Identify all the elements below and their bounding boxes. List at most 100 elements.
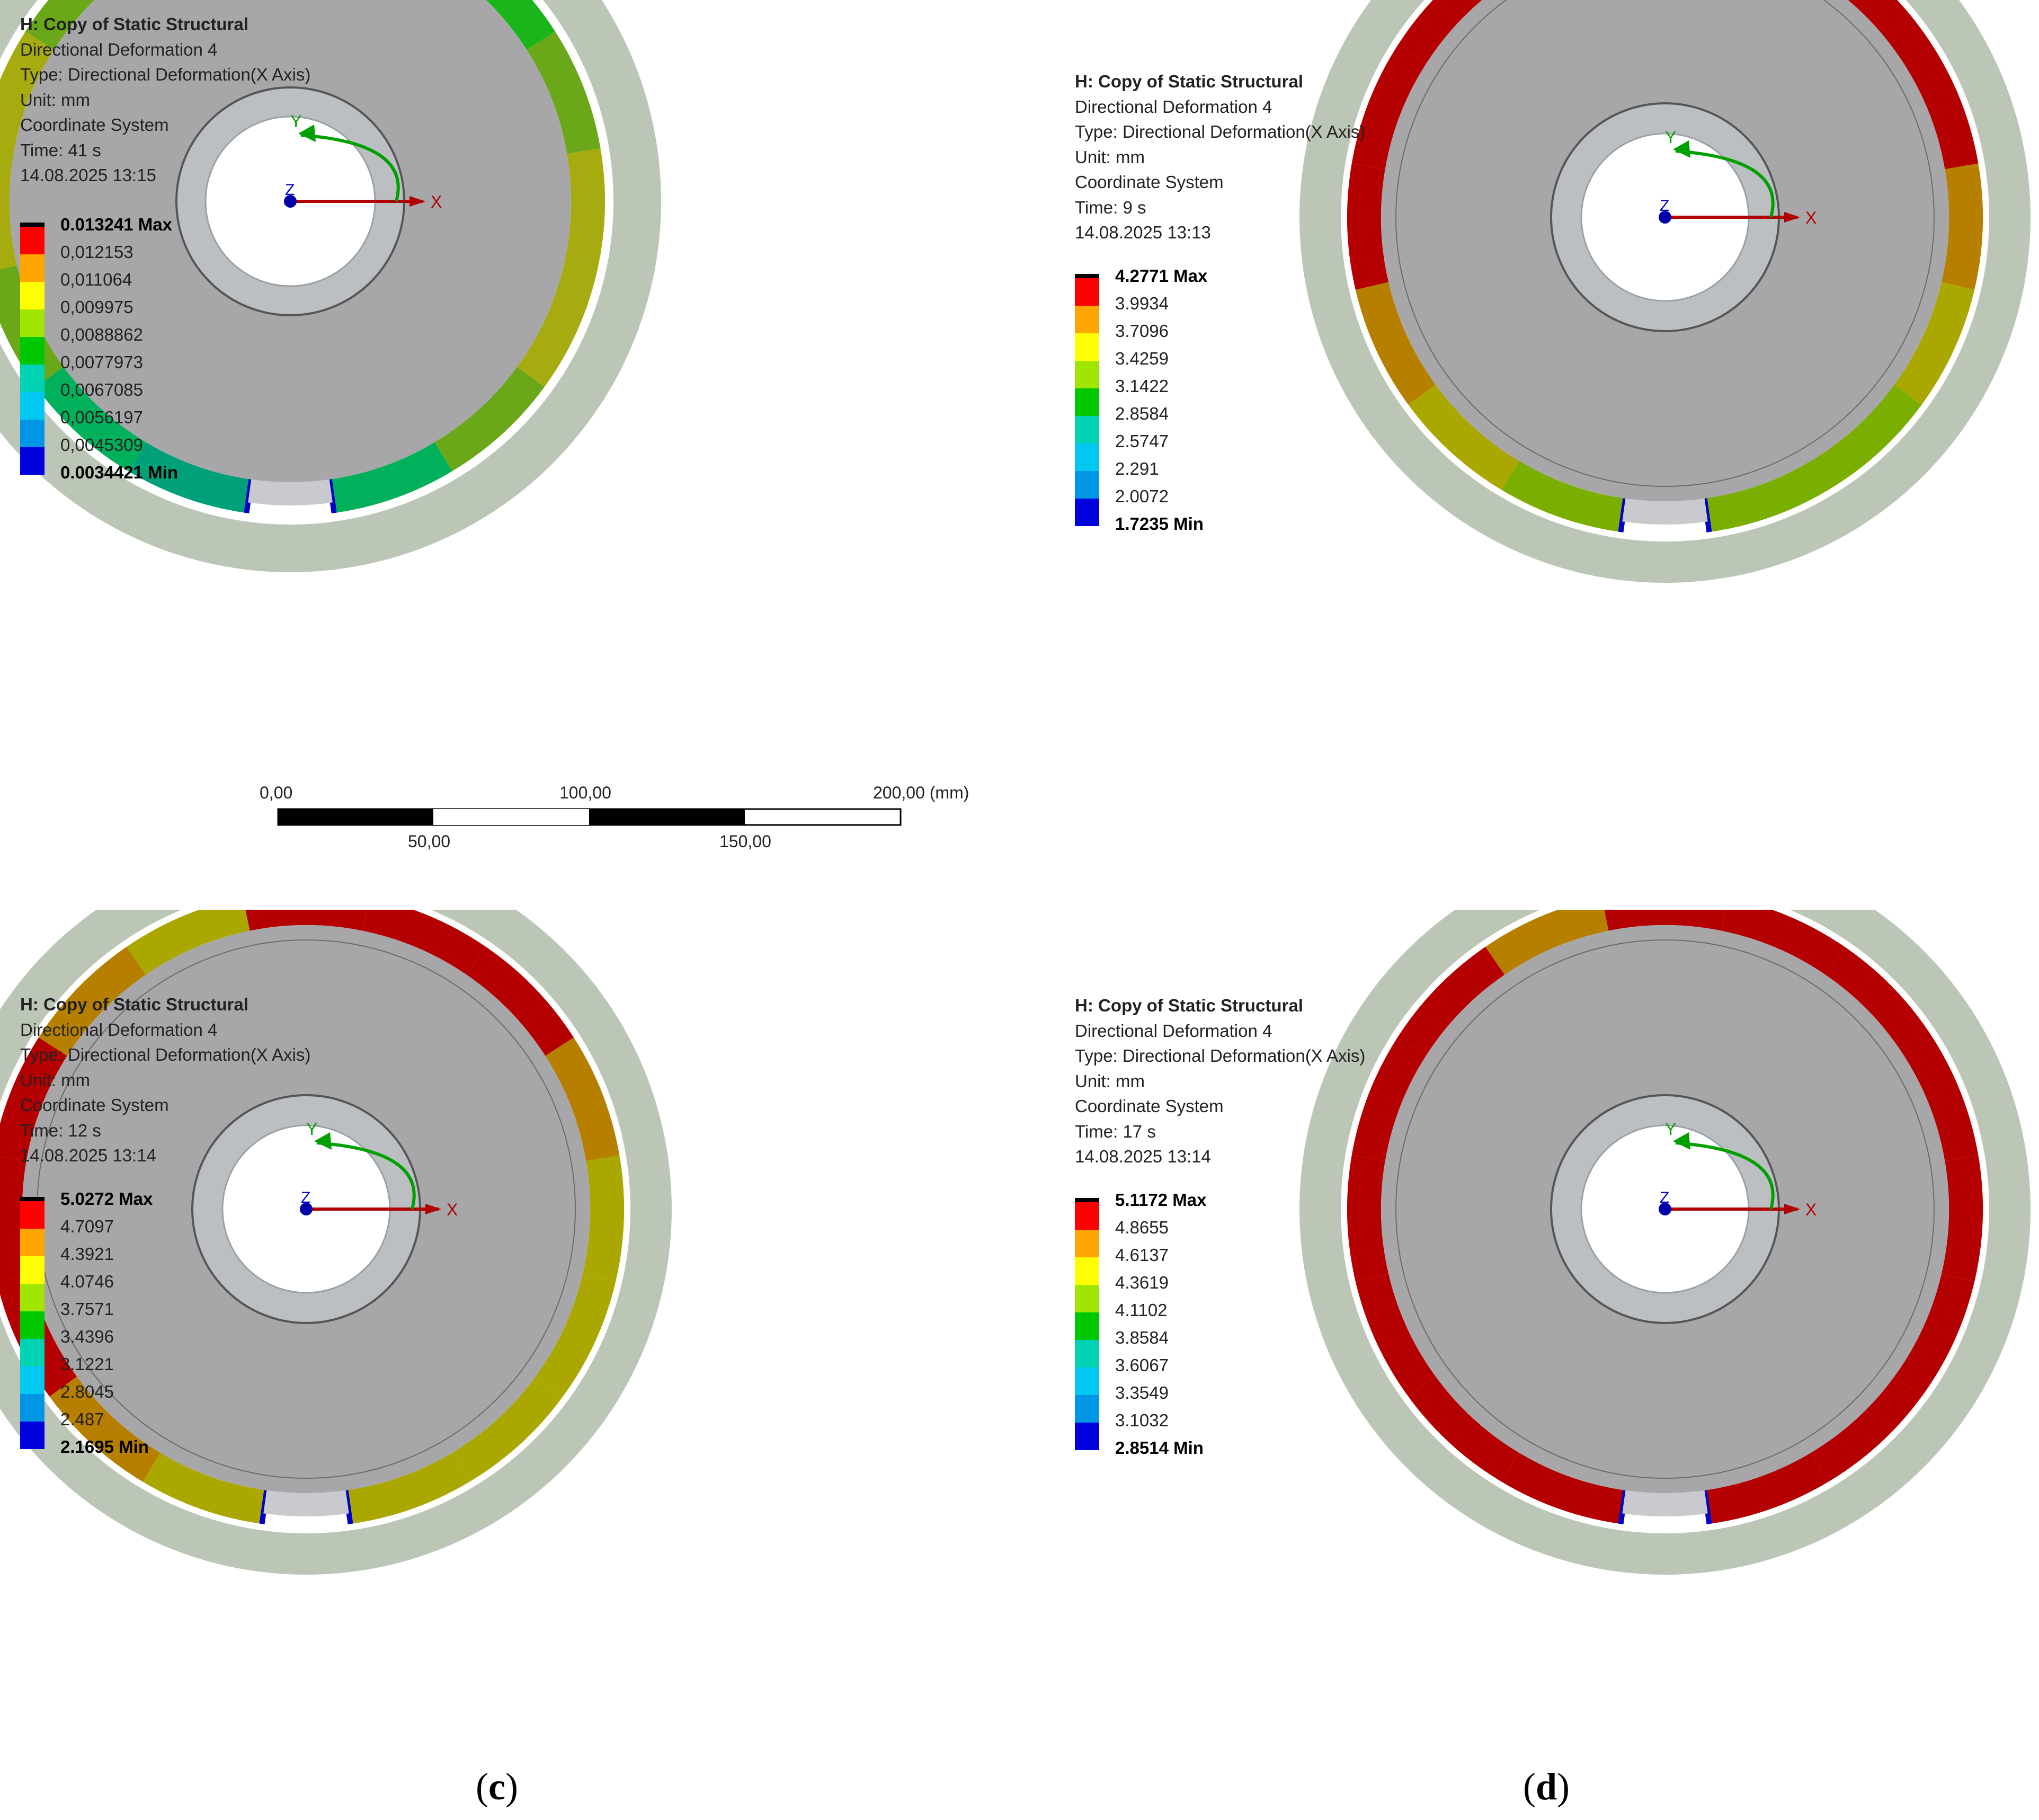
- legend-value: 0,011064: [60, 270, 132, 289]
- result-info-b: H: Copy of Static Structural Directional…: [1075, 69, 1365, 245]
- panel-d: X Y Z H: Copy of Static Structural Directi…: [1020, 910, 2039, 1819]
- result-time: Time: 17 s: [1075, 1121, 1156, 1141]
- origin-point: [1659, 1203, 1671, 1215]
- legend-value: 2.0072: [1115, 486, 1169, 506]
- legend-swatch: [20, 1256, 44, 1284]
- contour-band-segment: [1485, 910, 1609, 975]
- legend-value: 0,012153: [60, 242, 133, 262]
- legend-value: 3.9934: [1115, 294, 1169, 313]
- legend-swatch: [20, 282, 44, 309]
- contour-band-segment: [452, 1377, 563, 1482]
- disc-edge-line: [1395, 939, 1935, 1479]
- x-axis-label: X: [1805, 208, 1817, 227]
- scale-tick-100: 100,00: [559, 783, 611, 802]
- contour-band-segment: [1351, 1037, 1426, 1161]
- contour-band-segment: [563, 148, 605, 273]
- origin-point: [1659, 211, 1671, 224]
- contour-band-segment: [25, 0, 95, 50]
- legend-swatch: [1075, 1257, 1099, 1285]
- legend-swatch: [1075, 1312, 1099, 1340]
- contour-band-segment: [1721, 910, 1845, 975]
- result-name: Directional Deformation 4: [20, 39, 218, 59]
- legend-value: 0,0077973: [60, 352, 143, 372]
- result-unit: Unit: mm: [20, 90, 90, 110]
- contour-band-segment: [486, 0, 556, 50]
- contour-band-segment: [1941, 1155, 1983, 1282]
- contour-band-segment: [545, 1037, 620, 1161]
- caption-c: (c): [476, 1765, 518, 1808]
- slot-insert: [1622, 1490, 1708, 1516]
- disc-edge-line: [1395, 0, 1935, 487]
- contour-band-segment: [143, 1452, 267, 1524]
- coordinate-system: Coordinate System: [1075, 1096, 1224, 1116]
- contour-band-segment: [362, 910, 486, 975]
- contour-band-segment: [527, 31, 601, 154]
- contour-band-segment: [1848, 0, 1933, 64]
- result-date: 14.08.2025 13:14: [20, 1146, 156, 1165]
- legend-swatch: [1075, 361, 1099, 388]
- result-date: 14.08.2025 13:15: [20, 165, 156, 185]
- caption-d: (d): [1523, 1765, 1570, 1808]
- legend-value: 0,0067085: [60, 380, 143, 399]
- contour-band-segment: [1941, 163, 1983, 290]
- contour-band-segment: [1501, 1452, 1626, 1524]
- contour-band-segment: [1904, 1037, 1979, 1161]
- result-type: Type: Directional Deformation(X Axis): [20, 1045, 311, 1064]
- legend-swatch: [20, 1422, 44, 1449]
- legend-swatch: [20, 1284, 44, 1311]
- legend-swatch: [1075, 306, 1099, 333]
- y-rotation-arc: [1675, 1141, 1775, 1210]
- contour-band-segment: [128, 442, 252, 513]
- result-time: Time: 41 s: [20, 140, 101, 160]
- y-rotation-arc: [316, 1141, 416, 1210]
- slot-insert: [1622, 498, 1708, 525]
- result-unit: Unit: mm: [1075, 1071, 1145, 1091]
- legend-value: 2.291: [1115, 459, 1159, 478]
- scale-tick-0: 0,00: [260, 783, 293, 802]
- legend-swatch: [1075, 416, 1099, 443]
- contour-band-segment: [1604, 910, 1726, 931]
- legend-swatch: [1075, 1202, 1099, 1230]
- contour-band-segment: [0, 152, 17, 270]
- x-axis-arrow: [425, 1204, 441, 1214]
- y-axis-label: Y: [306, 1120, 317, 1139]
- caption-b: (b): [1523, 902, 1570, 910]
- z-axis-label: Z: [1660, 197, 1669, 215]
- legend-cap: [1075, 1198, 1099, 1202]
- contour-plot-a: X Y Z: [0, 0, 661, 572]
- contour-band-segment: [38, 946, 146, 1056]
- coordinate-system: Coordinate System: [1075, 172, 1224, 192]
- y-rotation-arrow: [1673, 140, 1690, 158]
- legend-value: 3.4396: [60, 1327, 114, 1346]
- contour-band-segment: [1408, 1377, 1519, 1482]
- legend-value: 2.5747: [1115, 431, 1169, 451]
- legend-swatch: [20, 309, 44, 337]
- panel-a: X Y Z H: Copy of Static Structural Directi…: [0, 0, 1019, 910]
- legend-value: 2.487: [60, 1409, 104, 1429]
- legend-value: 4.3619: [1115, 1273, 1169, 1292]
- contour-band-segment: [1355, 282, 1436, 405]
- contour-band-segment: [329, 442, 452, 513]
- contour-band-segment: [36, 367, 146, 472]
- y-rotation-arrow: [1673, 1132, 1690, 1150]
- legend-swatch: [1075, 1230, 1099, 1257]
- scale-tick-50: 50,00: [408, 832, 451, 851]
- contour-plot-b: X Y Z: [1299, 0, 2031, 583]
- contour-band-segment: [1347, 163, 1389, 290]
- x-axis-arrow: [1784, 1204, 1800, 1214]
- scale-tick-200: 200,00 (mm): [873, 783, 969, 802]
- scale-bar-segment: [433, 809, 589, 825]
- result-name: Directional Deformation 4: [20, 1019, 218, 1040]
- legend-swatch: [1075, 471, 1099, 499]
- legend-value: 3.3549: [1115, 1383, 1169, 1402]
- legend-value: 4.1102: [1115, 1300, 1168, 1320]
- y-axis-label: Y: [290, 112, 301, 131]
- x-axis-label: X: [1805, 1200, 1817, 1219]
- legend-swatch: [20, 365, 44, 392]
- result-name: Directional Deformation 4: [1075, 1020, 1272, 1041]
- contour-band-segment: [1904, 46, 1979, 170]
- x-axis-label: X: [431, 192, 442, 211]
- legend-swatch: [1075, 388, 1099, 416]
- x-axis-label: X: [447, 1200, 458, 1219]
- legend-value: 3.1422: [1115, 376, 1169, 396]
